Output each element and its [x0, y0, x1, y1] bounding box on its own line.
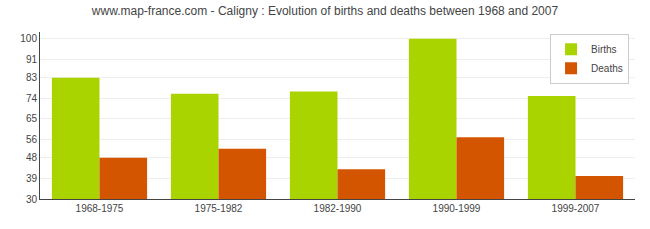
svg-text:56: 56	[26, 134, 38, 145]
svg-text:1990-1999: 1990-1999	[433, 203, 481, 214]
svg-text:1975-1982: 1975-1982	[195, 203, 243, 214]
svg-text:1968-1975: 1968-1975	[76, 203, 124, 214]
svg-text:39: 39	[26, 173, 38, 184]
svg-text:Deaths: Deaths	[591, 63, 623, 74]
svg-text:100: 100	[20, 33, 37, 44]
svg-text:1982-1990: 1982-1990	[314, 203, 362, 214]
svg-text:74: 74	[26, 93, 38, 104]
svg-text:48: 48	[26, 152, 38, 163]
svg-text:www.map-france.com - Caligny :: www.map-france.com - Caligny : Evolution…	[91, 4, 559, 18]
svg-text:Births: Births	[591, 44, 617, 55]
svg-text:91: 91	[26, 54, 38, 65]
svg-text:30: 30	[26, 194, 38, 205]
svg-text:65: 65	[26, 113, 38, 124]
svg-text:83: 83	[26, 72, 38, 83]
svg-text:1999-2007: 1999-2007	[552, 203, 600, 214]
